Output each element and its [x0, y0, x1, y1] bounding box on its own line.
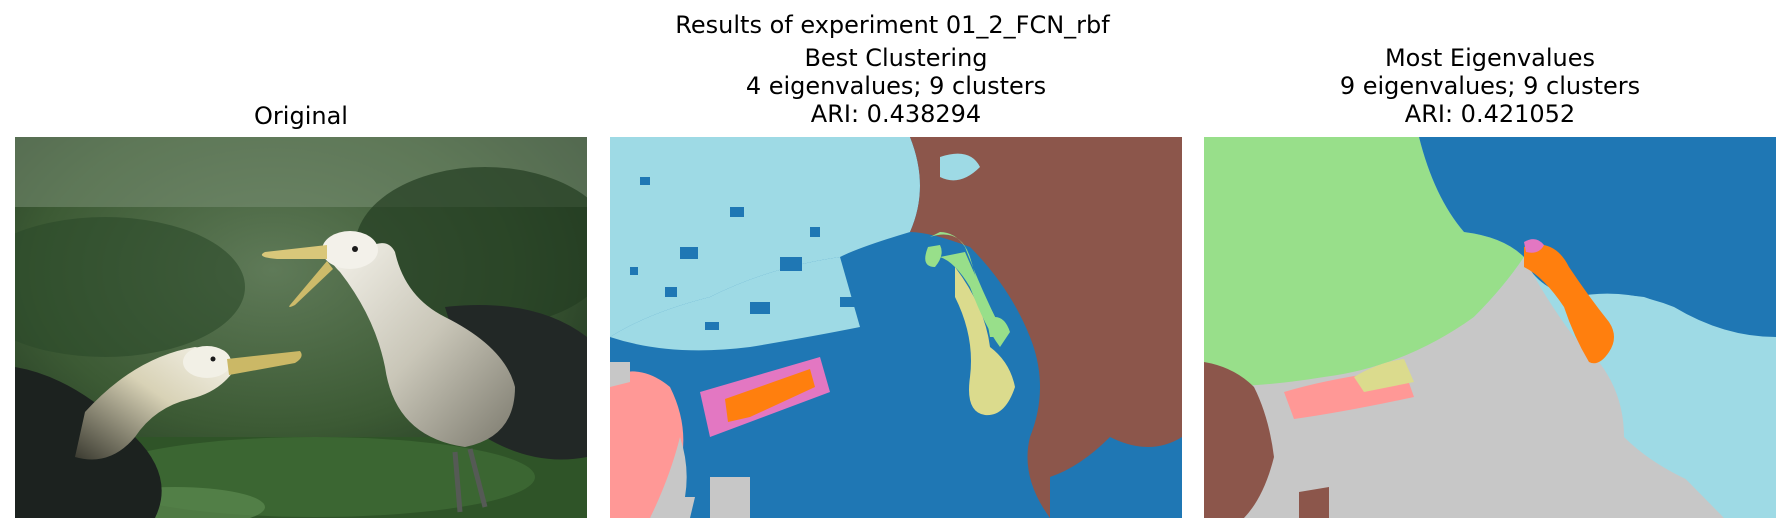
best-title-line-3: ARI: 0.438294	[810, 100, 982, 128]
segment-blue	[1419, 137, 1776, 341]
segment-light-green-2	[940, 252, 1010, 347]
most-eigenvalues-segmentation-map	[1204, 137, 1776, 518]
segment-light-green	[1204, 137, 1524, 392]
figure-suptitle: Results of experiment 01_2_FCN_rbf	[675, 11, 1110, 39]
original-photo-albatrosses	[15, 137, 587, 518]
segment-gray	[1204, 257, 1724, 518]
segment-orange	[1524, 244, 1614, 364]
most-title-line-2: 9 eigenvalues; 9 clusters	[1339, 72, 1641, 100]
panel-title-original: Original	[15, 102, 587, 130]
best-clustering-panel	[610, 137, 1182, 518]
panel-title-best-clustering: Best Clustering 4 eigenvalues; 9 cluster…	[610, 44, 1182, 128]
segment-blue-speckles	[630, 177, 856, 330]
segment-orange	[725, 369, 815, 422]
original-title-line: Original	[254, 102, 348, 130]
segment-pink	[1524, 239, 1544, 253]
segment-brown	[1204, 362, 1329, 518]
segment-khaki	[955, 267, 1015, 416]
segment-light-blue	[610, 137, 920, 337]
panel-title-most-eigenvalues: Most Eigenvalues 9 eigenvalues; 9 cluste…	[1204, 44, 1776, 128]
most-title-line-3: ARI: 0.421052	[1404, 100, 1576, 128]
best-clustering-segmentation-map	[610, 137, 1182, 518]
best-title-line-1: Best Clustering	[804, 44, 988, 72]
segment-blue-lower-right	[1050, 437, 1182, 518]
segment-khaki	[1354, 359, 1414, 392]
segment-brown	[910, 137, 1182, 518]
original-image-panel	[15, 137, 587, 518]
segment-salmon	[610, 371, 684, 518]
most-eigenvalues-panel	[1204, 137, 1776, 518]
segment-light-blue-lower	[1574, 293, 1776, 518]
best-title-line-2: 4 eigenvalues; 9 clusters	[745, 72, 1047, 100]
most-title-line-1: Most Eigenvalues	[1384, 44, 1596, 72]
segment-light-blue-top	[940, 153, 980, 181]
segment-gray	[610, 362, 750, 518]
segment-light-blue-2	[610, 257, 860, 351]
